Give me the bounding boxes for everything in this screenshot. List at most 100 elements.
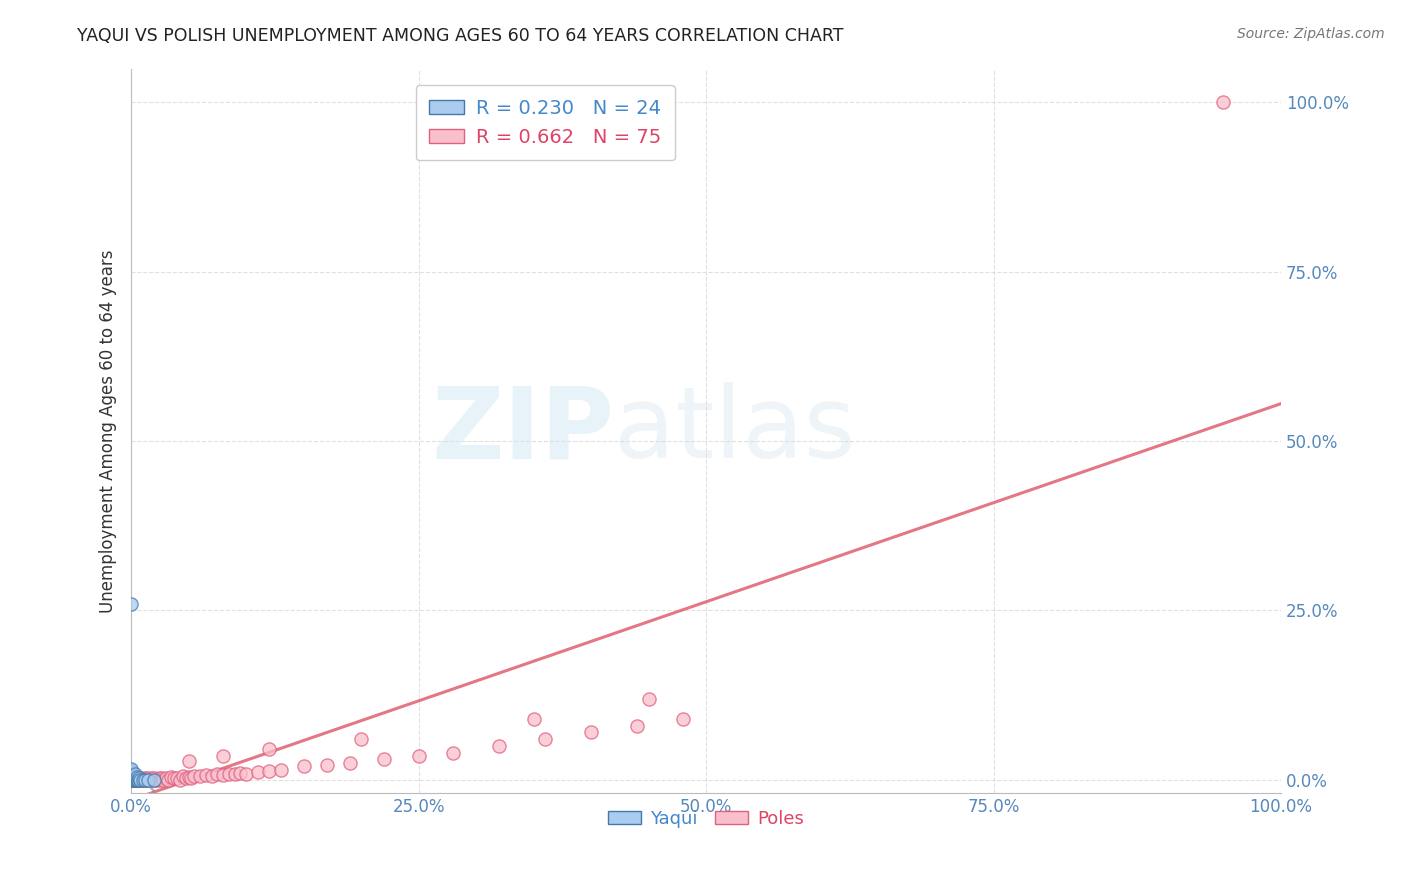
- Point: [120, 772, 142, 787]
- Point: [120, 772, 142, 787]
- Point: [135, 771, 157, 785]
- Point: [132, 772, 155, 787]
- Point: [138, 772, 160, 786]
- Point: [122, 771, 145, 785]
- Point: [125, 772, 148, 787]
- Point: [127, 772, 149, 787]
- Point: [183, 769, 205, 783]
- Point: [120, 772, 142, 787]
- Point: [120, 766, 142, 780]
- Point: [128, 771, 150, 785]
- Point: [122, 772, 145, 787]
- Point: [315, 758, 337, 772]
- Point: [155, 771, 177, 785]
- Text: atlas: atlas: [614, 383, 856, 479]
- Point: [257, 742, 280, 756]
- Point: [120, 769, 142, 783]
- Point: [672, 712, 695, 726]
- Point: [136, 772, 159, 787]
- Point: [120, 772, 142, 787]
- Point: [169, 772, 191, 787]
- Point: [270, 763, 292, 777]
- Point: [125, 772, 148, 786]
- Point: [176, 771, 198, 785]
- Point: [122, 769, 145, 783]
- Point: [195, 768, 218, 782]
- Point: [124, 767, 146, 781]
- Point: [120, 772, 142, 787]
- Point: [125, 772, 148, 786]
- Point: [143, 772, 166, 787]
- Point: [534, 732, 557, 747]
- Point: [626, 718, 648, 732]
- Point: [441, 746, 464, 760]
- Text: Source: ZipAtlas.com: Source: ZipAtlas.com: [1237, 27, 1385, 41]
- Point: [163, 772, 186, 786]
- Point: [523, 712, 546, 726]
- Point: [177, 754, 200, 768]
- Point: [120, 767, 142, 781]
- Point: [246, 764, 269, 779]
- Point: [212, 749, 235, 764]
- Point: [120, 772, 142, 786]
- Point: [145, 772, 167, 787]
- Point: [120, 597, 142, 611]
- Point: [139, 772, 162, 787]
- Point: [120, 769, 142, 783]
- Point: [408, 749, 430, 764]
- Point: [292, 759, 315, 773]
- Point: [579, 725, 602, 739]
- Point: [120, 762, 142, 776]
- Point: [207, 767, 229, 781]
- Point: [120, 772, 142, 787]
- Point: [201, 769, 224, 783]
- Point: [218, 766, 240, 780]
- Point: [125, 772, 148, 787]
- Point: [132, 772, 155, 786]
- Point: [180, 772, 202, 786]
- Point: [373, 752, 395, 766]
- Point: [138, 772, 160, 787]
- Point: [125, 770, 148, 784]
- Point: [157, 772, 180, 787]
- Point: [257, 764, 280, 778]
- Y-axis label: Unemployment Among Ages 60 to 64 years: Unemployment Among Ages 60 to 64 years: [100, 249, 117, 613]
- Point: [350, 732, 373, 747]
- Point: [166, 771, 188, 785]
- Point: [122, 772, 145, 787]
- Point: [124, 772, 146, 787]
- Point: [1212, 95, 1234, 110]
- Point: [339, 756, 361, 770]
- Text: YAQUI VS POLISH UNEMPLOYMENT AMONG AGES 60 TO 64 YEARS CORRELATION CHART: YAQUI VS POLISH UNEMPLOYMENT AMONG AGES …: [77, 27, 844, 45]
- Point: [224, 767, 246, 781]
- Point: [188, 769, 211, 783]
- Point: [143, 771, 166, 785]
- Point: [148, 771, 170, 785]
- Point: [150, 772, 173, 786]
- Point: [124, 772, 146, 787]
- Point: [177, 770, 200, 784]
- Point: [127, 772, 149, 787]
- Point: [149, 772, 172, 787]
- Point: [141, 772, 163, 786]
- Point: [120, 764, 142, 778]
- Point: [488, 739, 510, 753]
- Point: [138, 772, 160, 787]
- Point: [134, 772, 156, 787]
- Point: [129, 772, 152, 787]
- Text: ZIP: ZIP: [432, 383, 614, 479]
- Point: [129, 772, 152, 787]
- Point: [212, 768, 235, 782]
- Point: [134, 772, 156, 787]
- Point: [172, 769, 194, 783]
- Point: [152, 772, 174, 787]
- Point: [637, 691, 659, 706]
- Point: [120, 771, 142, 785]
- Point: [235, 766, 257, 780]
- Point: [132, 772, 155, 787]
- Point: [125, 772, 148, 787]
- Point: [143, 772, 166, 787]
- Point: [229, 766, 252, 780]
- Point: [128, 771, 150, 785]
- Legend: Yaqui, Poles: Yaqui, Poles: [602, 803, 811, 835]
